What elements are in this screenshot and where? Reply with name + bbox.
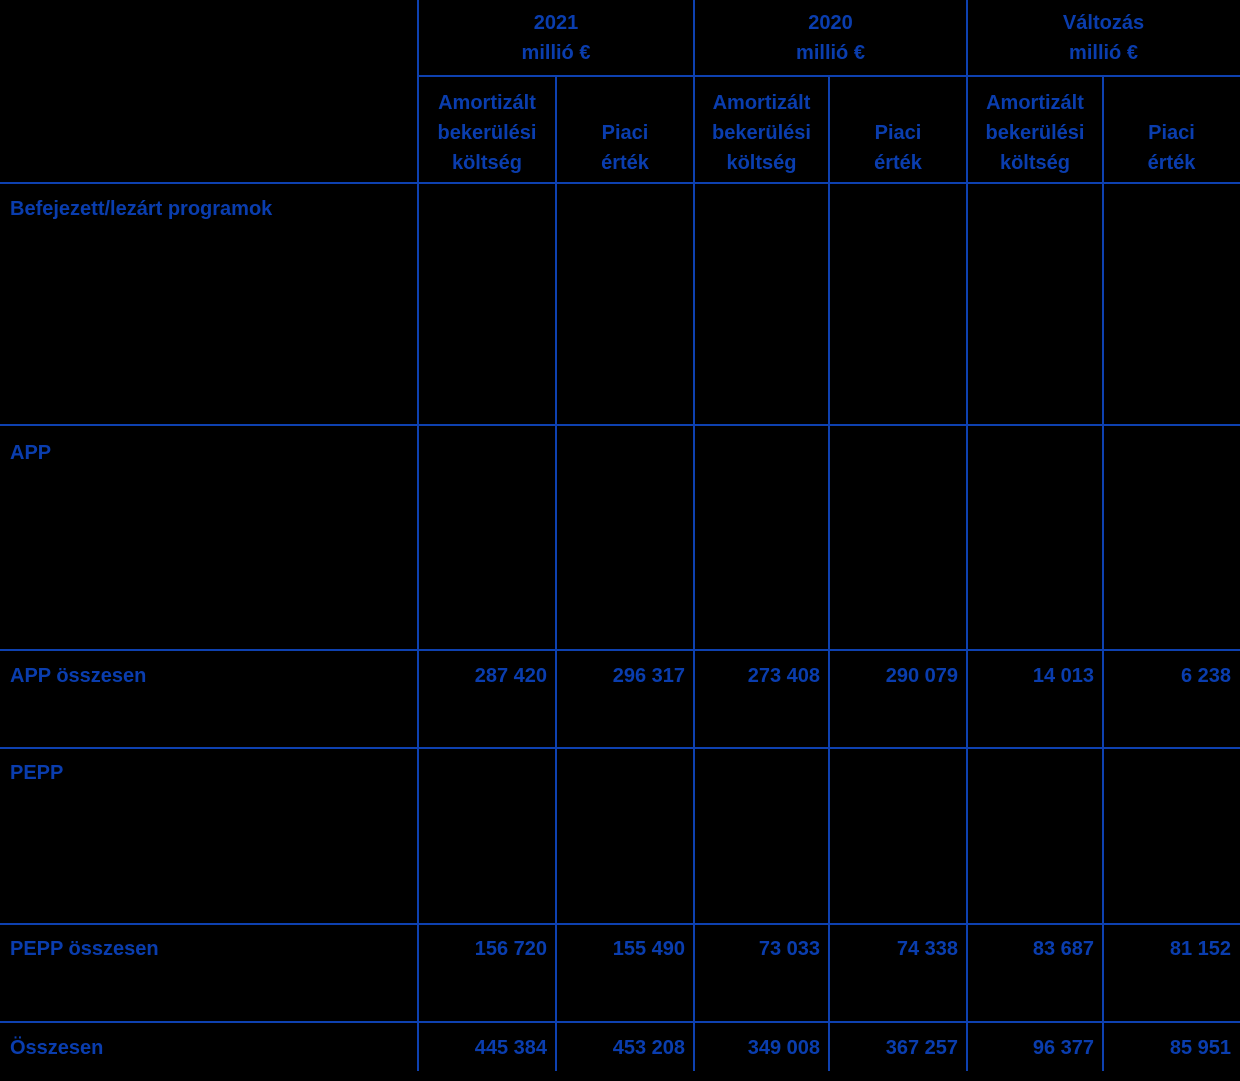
grid-line-vertical (417, 0, 419, 1071)
subcol-header-market-value-2020: Piaci érték (874, 122, 922, 174)
row-label-completed-programmes: Befejezett/lezárt programok (10, 198, 273, 220)
col-group-header-change: Változás millió € (967, 0, 1240, 76)
unit-label: millió € (1069, 42, 1138, 64)
cell-pepp-total-amortised-2020: 73 033 (758, 938, 820, 960)
grid-line-vertical (693, 0, 695, 1071)
row-label-app-total: APP összesen (10, 665, 147, 687)
year-label: Változás (1062, 12, 1145, 34)
row-label-pepp-total: PEPP összesen (10, 938, 159, 960)
row-label-pepp: PEPP (10, 762, 64, 784)
cell-app-total-market-change: 6 238 (1180, 665, 1231, 687)
grid-line-horizontal (0, 747, 1240, 749)
cell-grand-total-amortised-change: 96 377 (1032, 1037, 1094, 1059)
grid-line-horizontal (417, 75, 1240, 77)
grid-line-horizontal (0, 424, 1240, 426)
cell-grand-total-market-change: 85 951 (1169, 1037, 1231, 1059)
row-label-app: APP (10, 442, 52, 464)
cell-pepp-total-market-change: 81 152 (1169, 938, 1231, 960)
subcol-header-market-value-2021: Piaci érték (601, 122, 649, 174)
cell-grand-total-market-2020: 367 257 (885, 1037, 958, 1059)
cell-pepp-total-amortised-change: 83 687 (1032, 938, 1094, 960)
grid-line-horizontal (0, 649, 1240, 651)
unit-label: millió € (796, 42, 865, 64)
subcol-header-amortised-cost-2020: Amortizált bekerülési költség (712, 92, 811, 174)
cell-pepp-total-market-2021: 155 490 (612, 938, 685, 960)
cell-pepp-total-amortised-2021: 156 720 (474, 938, 547, 960)
year-label: 2020 (808, 12, 853, 34)
cell-app-total-amortised-2020: 273 408 (747, 665, 820, 687)
grid-line-vertical (828, 77, 830, 1071)
subcol-header-market-value-change: Piaci érték (1147, 122, 1196, 174)
col-group-header-2020: 2020 millió € (694, 0, 967, 76)
grid-line-vertical (966, 0, 968, 1071)
cell-grand-total-amortised-2020: 349 008 (747, 1037, 820, 1059)
subcol-header-amortised-cost-2021: Amortizált bekerülési költség (437, 92, 537, 174)
unit-label: millió € (521, 42, 591, 64)
grid-line-horizontal (0, 182, 1240, 184)
cell-app-total-amortised-change: 14 013 (1032, 665, 1094, 687)
cell-grand-total-market-2021: 453 208 (612, 1037, 685, 1059)
row-label-grand-total: Összesen (10, 1037, 104, 1059)
grid-line-vertical (555, 77, 557, 1071)
subcol-header-amortised-cost-change: Amortizált bekerülési költség (985, 92, 1085, 174)
cell-app-total-amortised-2021: 287 420 (474, 665, 547, 687)
col-group-header-2021: 2021 millió € (418, 0, 694, 76)
grid-line-horizontal (0, 923, 1240, 925)
year-label: 2021 (533, 12, 579, 34)
cell-app-total-market-2020: 290 079 (885, 665, 958, 687)
cell-app-total-market-2021: 296 317 (612, 665, 685, 687)
cell-pepp-total-market-2020: 74 338 (896, 938, 958, 960)
cell-grand-total-amortised-2021: 445 384 (474, 1037, 547, 1059)
grid-line-horizontal (0, 1021, 1240, 1023)
grid-line-vertical (1102, 77, 1104, 1071)
